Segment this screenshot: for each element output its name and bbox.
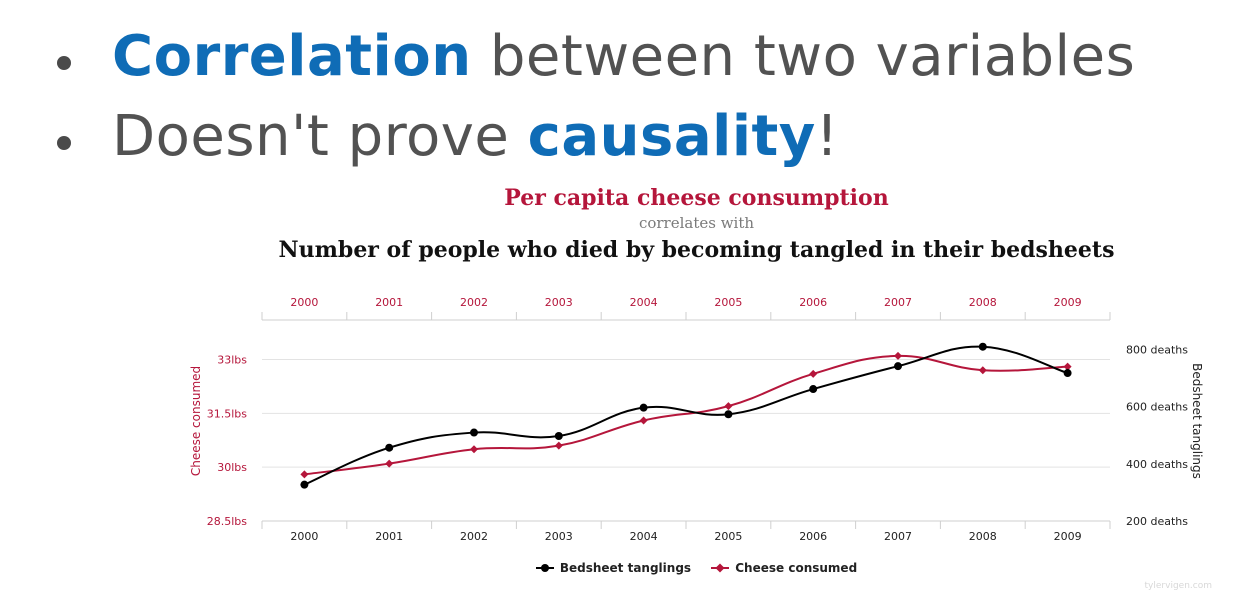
x-bottom-tick-label: 2000: [290, 530, 318, 543]
x-top-tick-label: 2009: [1054, 296, 1082, 309]
x-bottom-tick-label: 2007: [884, 530, 912, 543]
point-cheese: [300, 470, 309, 479]
bullet-1-rest: between two variables: [471, 24, 1136, 89]
y-left-axis-label: Cheese consumed: [189, 366, 203, 476]
x-top-tick-label: 2007: [884, 296, 912, 309]
series-line-bedsheet: [304, 345, 1068, 486]
x-bottom-tick-label: 2009: [1054, 530, 1082, 543]
chart-subtitle: correlates with: [638, 214, 755, 232]
point-cheese: [470, 445, 478, 454]
point-cheese: [978, 366, 987, 375]
highlight-causality: causality: [527, 104, 816, 169]
x-top-tick-label: 2002: [460, 296, 488, 309]
point-bedsheet: [1063, 369, 1072, 378]
chart-title: Per capita cheese consumption: [504, 185, 889, 211]
x-bottom-tick-label: 2008: [969, 530, 997, 543]
point-bedsheet: [809, 385, 818, 394]
x-top-tick-label: 2000: [290, 296, 318, 309]
point-cheese: [639, 416, 648, 425]
x-bottom-tick-label: 2002: [460, 530, 488, 543]
bullet-dot-icon: [57, 136, 71, 150]
y-left-tick-label: 33lbs: [217, 353, 247, 366]
chart-legend: Bedsheet tanglings Cheese consumed: [0, 561, 1260, 581]
x-top-tick-label: 2005: [714, 296, 742, 309]
y-right-tick-label: 800 deaths: [1126, 343, 1188, 356]
point-bedsheet: [470, 428, 478, 437]
point-bedsheet: [554, 431, 563, 440]
x-top-tick-label: 2001: [375, 296, 403, 309]
x-top-tick-label: 2003: [545, 296, 573, 309]
y-left-tick-label: 31.5lbs: [207, 407, 248, 420]
watermark: tylervigen.com: [1144, 581, 1212, 591]
point-cheese: [385, 459, 394, 468]
y-right-tick-label: 600 deaths: [1126, 401, 1188, 414]
bullet-2-prefix: Doesn't prove: [112, 104, 528, 169]
legend-bedsheet-label: Bedsheet tanglings: [559, 561, 692, 575]
series-line-cheese: [304, 354, 1068, 476]
point-bedsheet: [385, 443, 394, 452]
bullet-2-suffix: !: [815, 104, 839, 169]
x-bottom-tick-label: 2005: [714, 530, 742, 543]
point-bedsheet: [894, 362, 902, 371]
y-right-axis-label: Bedsheet tanglings: [1190, 363, 1204, 479]
legend-bedsheet-icon: [535, 563, 554, 573]
highlight-correlation: Correlation: [112, 24, 472, 89]
point-cheese: [724, 402, 733, 411]
x-bottom-tick-label: 2001: [375, 530, 403, 543]
point-bedsheet: [978, 342, 987, 351]
x-top-tick-label: 2008: [969, 296, 997, 309]
point-cheese: [554, 441, 563, 450]
point-bedsheet: [300, 480, 309, 489]
x-bottom-tick-label: 2003: [545, 530, 573, 543]
x-bottom-tick-label: 2004: [630, 530, 658, 543]
x-top-tick-label: 2006: [799, 296, 827, 309]
x-top-tick-label: 2004: [630, 296, 658, 309]
point-cheese: [1063, 362, 1072, 371]
legend-cheese-label: Cheese consumed: [735, 561, 858, 575]
legend-cheese-icon: [711, 563, 730, 573]
bullet-dot-icon: [57, 56, 71, 70]
x-bottom-tick-label: 2006: [799, 530, 827, 543]
chart-title-secondary: Number of people who died by becoming ta…: [278, 237, 1115, 263]
y-right-tick-label: 200 deaths: [1126, 515, 1188, 528]
point-bedsheet: [639, 403, 648, 412]
point-bedsheet: [724, 410, 733, 419]
legend-item-cheese[interactable]: Cheese consumed: [711, 561, 857, 575]
bullet-1-text: Correlation between two variables: [112, 24, 1135, 89]
legend-item-bedsheet[interactable]: Bedsheet tanglings: [535, 561, 692, 575]
bullet-2-text: Doesn't prove causality!: [112, 104, 839, 169]
y-left-tick-label: 28.5lbs: [207, 515, 248, 528]
y-left-tick-label: 30lbs: [217, 461, 247, 474]
point-cheese: [809, 369, 818, 378]
y-right-tick-label: 400 deaths: [1126, 458, 1188, 471]
point-cheese: [894, 351, 902, 360]
